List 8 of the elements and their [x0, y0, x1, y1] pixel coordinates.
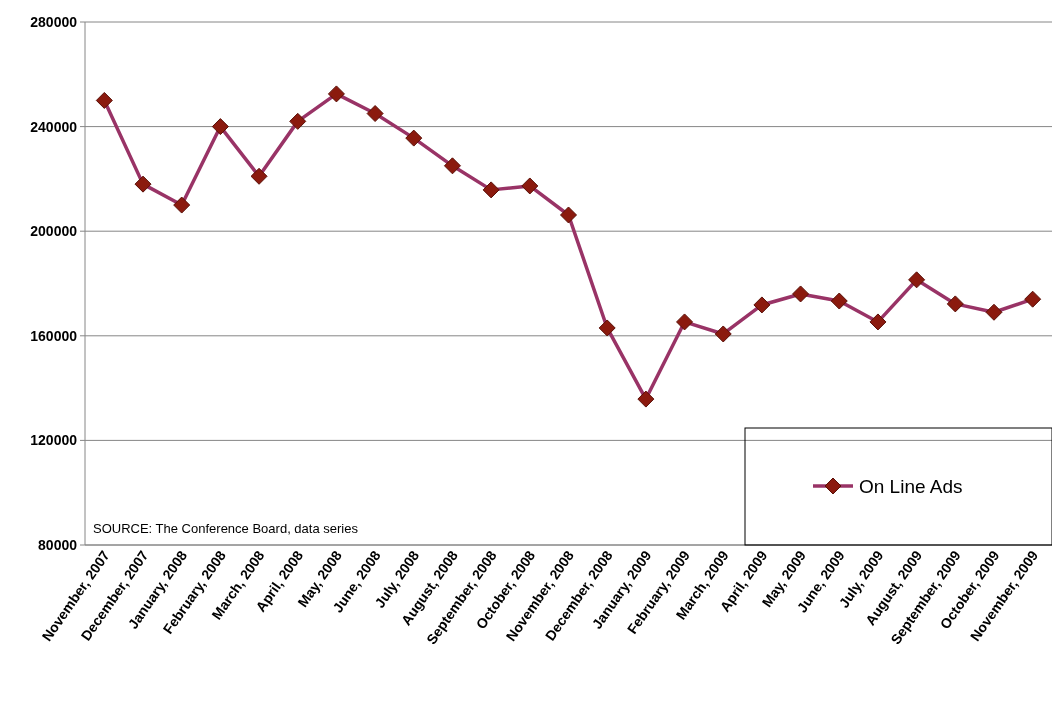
y-tick-label: 80000 — [38, 536, 78, 553]
legend-label: On Line Ads — [859, 475, 963, 497]
annotation: SOURCE: The Conference Board, data series — [93, 521, 359, 536]
y-tick-label: 200000 — [30, 223, 78, 240]
y-tick-label: 160000 — [30, 327, 78, 344]
y-tick-label: 280000 — [30, 13, 78, 30]
y-tick-label: 120000 — [30, 432, 78, 449]
y-tick-label: 240000 — [30, 118, 78, 135]
